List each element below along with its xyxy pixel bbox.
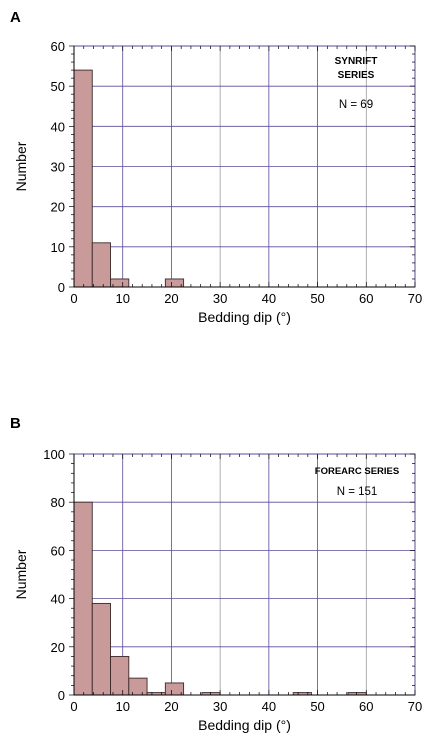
chart-0-xtick-label-0: 0 <box>70 291 77 306</box>
chart-1-y-axis-label: Number <box>13 549 29 599</box>
chart-1-n-label: N = 151 <box>337 486 378 498</box>
chart-1-xtick-label-70: 70 <box>408 699 422 714</box>
chart-0-ytick-label-20: 20 <box>51 200 65 215</box>
chart-0-ytick-label-60: 60 <box>51 39 65 54</box>
chart-1-ytick-label-60: 60 <box>51 543 65 558</box>
chart-0-ytick-label-50: 50 <box>51 79 65 94</box>
chart-1-xtick-label-60: 60 <box>359 699 373 714</box>
chart-1: B 0 10 20 30 40 50 60 70 0 20 40 60 80 100 Bedding dip … <box>10 415 422 733</box>
chart-1-xtick-label-20: 20 <box>164 699 178 714</box>
chart-0-ytick-label-10: 10 <box>51 240 65 255</box>
chart-1-bar-3 <box>128 677 148 696</box>
chart-0-xtick-label-20: 20 <box>164 291 178 306</box>
chart-0-annotation-line-0: SYNRIFT <box>335 56 378 67</box>
chart-0-x-axis-label: Bedding dip (°) <box>198 309 291 325</box>
chart-1-xtick-label-30: 30 <box>213 699 227 714</box>
chart-1-annotation-line-0: FOREARC SERIES <box>315 466 399 477</box>
chart-0-xtick-label-50: 50 <box>310 291 324 306</box>
chart-1-ytick-label-20: 20 <box>51 640 65 655</box>
chart-0-annotation-line-1: SERIES <box>338 70 375 81</box>
chart-1-ytick-label-100: 100 <box>43 447 65 462</box>
chart-0-xtick-label-60: 60 <box>359 291 373 306</box>
chart-1-ytick-label-80: 80 <box>51 495 65 510</box>
chart-1-xtick-label-0: 0 <box>70 699 77 714</box>
chart-1-panel-label: B <box>10 415 21 432</box>
chart-1-x-axis-label: Bedding dip (°) <box>198 717 291 733</box>
chart-0-bar-1 <box>91 242 111 288</box>
chart-0-xtick-label-70: 70 <box>408 291 422 306</box>
chart-1-bar-2 <box>110 655 130 696</box>
chart-1-xtick-label-40: 40 <box>262 699 276 714</box>
chart-0-y-axis-label: Number <box>13 141 29 191</box>
chart-1-ytick-label-40: 40 <box>51 592 65 607</box>
chart-1-xtick-label-10: 10 <box>115 699 129 714</box>
chart-1-xtick-label-50: 50 <box>310 699 324 714</box>
chart-1-ytick-label-0: 0 <box>58 688 65 703</box>
chart-0-ytick-label-30: 30 <box>51 160 65 175</box>
chart-0: A 0 10 20 30 40 50 60 70 0 10 20 30 40 50 60 Bedding dip… <box>10 9 422 325</box>
chart-0-ytick-label-40: 40 <box>51 119 65 134</box>
chart-0-bar-0 <box>73 69 93 288</box>
chart-0-panel-label: A <box>10 9 21 26</box>
chart-0-xtick-label-30: 30 <box>213 291 227 306</box>
chart-0-ytick-label-0: 0 <box>58 280 65 295</box>
chart-0-n-label: N = 69 <box>339 99 373 111</box>
chart-1-bar-0 <box>73 501 93 696</box>
chart-0-xtick-label-10: 10 <box>115 291 129 306</box>
chart-0-xtick-label-40: 40 <box>262 291 276 306</box>
chart-1-bar-1 <box>91 602 111 696</box>
